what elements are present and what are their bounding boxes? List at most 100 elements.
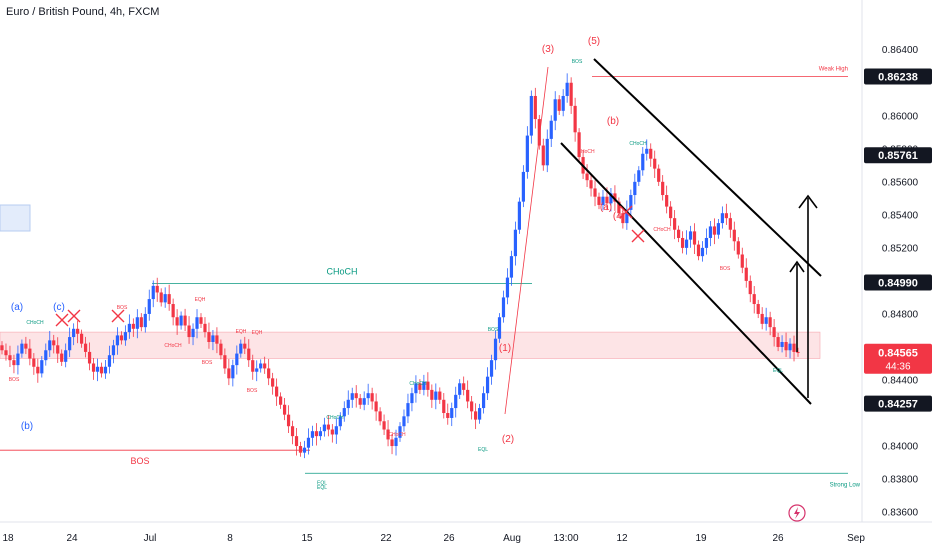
candle-body [155,285,159,293]
candle-body [462,383,466,390]
countdown-label: 44:36 [885,362,910,373]
candle-body [318,431,322,437]
candle-body [239,343,243,354]
candle-body [107,355,112,367]
candle-body [183,315,187,326]
candle-body [227,368,231,379]
candle-body [167,294,171,305]
candle-body [215,335,219,344]
candle-body [716,223,720,235]
structure-label: EQL [317,485,327,491]
choch-label: CHoCH [326,266,357,276]
candle-body [629,195,633,210]
candle-body [478,408,482,420]
wave-label: (a) [600,202,612,213]
wave-label: (1) [499,343,511,354]
eql-label: EQL [317,480,327,486]
candle-body [434,391,438,400]
candle-body [171,304,175,318]
candle-body [565,82,569,96]
price-label: 0.86238 [878,71,918,83]
candle-body [501,297,506,318]
candle-body [712,226,717,235]
structure-label: EQH [236,329,247,335]
strong-low-label: Strong Low [830,482,861,488]
candle-body [796,351,800,353]
candle-body [621,213,625,224]
candle-body [64,350,68,362]
projection-arrowhead-1 [789,260,805,273]
candle-body [52,340,56,346]
candle-body [394,437,398,447]
x-tick-label: 19 [695,533,707,544]
structure-label: CHoCH [653,227,671,233]
candle-body [677,229,681,238]
candle-body [103,366,108,374]
candle-body [657,168,661,182]
candle-body [374,401,378,412]
candle-body [553,99,557,121]
candle-body [322,424,326,432]
candle-body [247,348,251,361]
candle-body [708,226,713,238]
wave-label: (2) [502,434,514,445]
candle-body [48,340,52,351]
candle-body [358,398,362,405]
candle-body [127,323,131,333]
candle-body [402,416,406,427]
x-tick-label: Aug [503,533,521,544]
candle-body [12,360,16,366]
candle-body [32,358,36,367]
candle-body [533,95,537,120]
candle-body [4,350,8,356]
candle-body [314,431,319,437]
candle-body [784,342,788,351]
wave-line [504,66,549,415]
candle-body [267,368,271,379]
candle-body [259,363,263,369]
y-tick-label: 0.84800 [882,309,919,320]
structure-label: CHoCH [629,141,647,147]
candle-body [450,408,454,418]
candle-body [414,383,418,394]
candle-body [633,181,637,196]
price-label: 0.84990 [878,278,918,290]
candle-body [251,360,255,372]
candle-body [294,436,299,447]
candle-body [386,429,390,440]
price-label-bg [864,274,932,291]
candle-body [255,368,259,372]
candle-body [458,383,462,395]
y-tick-label: 0.85200 [882,243,919,254]
candle-body [756,304,760,314]
bos-label: BOS [130,456,149,466]
candle-body [466,389,470,402]
structure-label: EQL [773,368,783,374]
wave-label: (5) [588,36,600,47]
candle-body [334,426,338,435]
y-tick-label: 0.86400 [882,45,919,56]
candle-body [688,231,693,240]
x-marker [631,229,645,243]
price-label: 0.84257 [878,399,918,411]
selection-box [0,204,31,232]
price-label-bg [864,147,932,164]
x-tick-label: Jul [144,533,157,544]
candle-body [497,317,502,339]
candle-body [422,381,426,390]
candle-body [585,173,589,181]
candle-body [398,426,402,438]
x-marker [619,205,633,219]
candle-body [159,292,163,303]
candle-body [573,105,577,133]
candle-body [56,345,60,354]
candle-body [306,437,311,448]
candle-body [752,294,756,305]
structure-label: BOS [488,327,499,333]
y-tick-label: 0.83800 [882,475,919,486]
candle-body [290,426,295,437]
candle-body [203,323,207,333]
candle-body [653,158,657,169]
x-tick-label: 24 [66,533,78,544]
